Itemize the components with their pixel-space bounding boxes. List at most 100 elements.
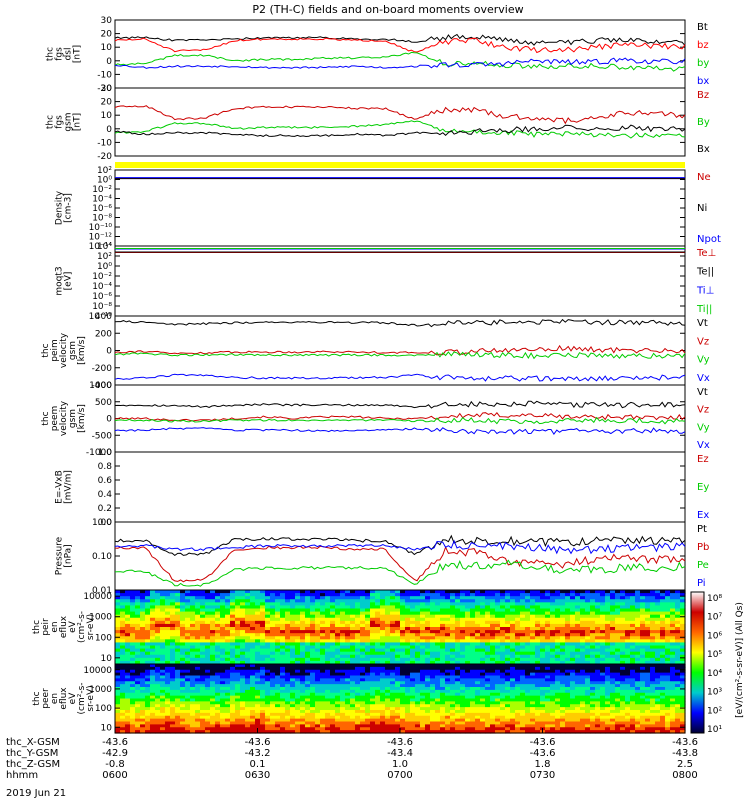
spectrogram-cell [305, 672, 311, 677]
spectrogram-cell [280, 617, 286, 622]
spectrogram-cell [365, 657, 371, 662]
spectrogram-cell [130, 599, 136, 603]
spectrogram-cell [375, 701, 381, 705]
spectrogram-cell [210, 718, 216, 723]
spectrogram-cell [165, 727, 171, 731]
spectrogram-cell [375, 710, 381, 714]
spectrogram-cell [240, 712, 246, 717]
spectrogram-cell [595, 590, 601, 594]
spectrogram-cell [405, 654, 411, 659]
spectrogram-cell [610, 617, 616, 622]
spectrogram-cell [390, 707, 396, 711]
spectrogram-cell [520, 687, 526, 691]
spectrogram-cell [350, 710, 356, 714]
spectrogram-cell [610, 654, 616, 659]
spectrogram-cell [460, 642, 466, 647]
spectrogram-cell [320, 627, 326, 631]
spectrogram-cell [265, 692, 271, 697]
spectrogram-cell [150, 645, 156, 650]
spectrogram-cell [340, 645, 346, 650]
spectrogram-cell [190, 627, 196, 631]
spectrogram-cell [115, 611, 121, 616]
y-tick-label: 10⁻⁴ [92, 282, 112, 292]
spectrogram-cell [140, 669, 146, 674]
spectrogram-cell [340, 599, 346, 603]
spectrogram-cell [380, 657, 386, 662]
spectrogram-cell [380, 630, 386, 634]
spectrogram-cell [510, 633, 516, 637]
spectrogram-cell [495, 648, 501, 653]
spectrogram-cell [650, 660, 656, 665]
spectrogram-cell [440, 684, 446, 688]
spectrogram-cell [460, 710, 466, 714]
spectrogram-cell [550, 654, 556, 659]
spectrogram-cell [505, 633, 511, 637]
spectrogram-cell [500, 623, 506, 628]
spectrogram-cell [525, 660, 531, 665]
spectrogram-cell [300, 611, 306, 616]
spectrogram-cell [290, 642, 296, 647]
spectrogram-cell [480, 681, 486, 685]
spectrogram-cell [195, 721, 201, 725]
spectrogram-cell [670, 636, 676, 640]
spectrogram-cell [385, 672, 391, 677]
spectrogram-cell [435, 721, 441, 725]
spectrogram-cell [160, 636, 166, 640]
spectrogram-cell [265, 608, 271, 613]
spectrogram-cell [275, 664, 281, 668]
spectrogram-cell [470, 689, 476, 694]
spectrogram-cell [345, 689, 351, 694]
spectrogram-cell [575, 657, 581, 662]
spectrogram-cell [235, 687, 241, 691]
spectrogram-cell [130, 718, 136, 723]
spectrogram-cell [490, 590, 496, 594]
spectrogram-cell [420, 639, 426, 644]
spectrogram-cell [435, 712, 441, 717]
spectrogram-cell [115, 715, 121, 720]
spectrogram-cell [160, 593, 166, 597]
spectrogram-cell [305, 715, 311, 720]
spectrogram-cell [130, 678, 136, 682]
spectrogram-cell [425, 623, 431, 628]
spectrogram-cell [210, 657, 216, 662]
spectrogram-cell [170, 681, 176, 685]
spectrogram-cell [175, 660, 181, 665]
spectrogram-cell [450, 611, 456, 616]
spectrogram-cell [505, 698, 511, 702]
spectrogram-cell [615, 651, 621, 656]
spectrogram-cell [370, 675, 376, 679]
spectrogram-cell [415, 642, 421, 647]
spectrogram-cell [315, 687, 321, 691]
spectrogram-cell [265, 602, 271, 607]
spectrogram-cell [610, 642, 616, 647]
spectrogram-cell [280, 710, 286, 714]
spectrogram-cell [670, 620, 676, 625]
spectrogram-cell [335, 639, 341, 644]
spectrogram-cell [260, 657, 266, 662]
spectrogram-cell [200, 599, 206, 603]
spectrogram-cell [510, 681, 516, 685]
spectrogram-cell [270, 681, 276, 685]
spectrogram-cell [295, 636, 301, 640]
spectrogram-cell [390, 675, 396, 679]
spectrogram-cell [335, 648, 341, 653]
spectrogram-cell [680, 623, 686, 628]
spectrogram-cell [160, 727, 166, 731]
spectrogram-cell [225, 684, 231, 688]
spectrogram-cell [450, 684, 456, 688]
spectrogram-cell [475, 695, 481, 700]
spectrogram-cell [335, 617, 341, 622]
spectrogram-cell [500, 678, 506, 682]
spectrogram-cell [660, 608, 666, 613]
spectrogram-cell [325, 707, 331, 711]
y-tick-label: 0.2 [98, 504, 112, 514]
spectrogram-cell [185, 712, 191, 717]
spectrogram-cell [515, 633, 521, 637]
spectrogram-cell [635, 590, 641, 594]
spectrogram-cell [230, 636, 236, 640]
spectrogram-cell [535, 648, 541, 653]
spectrogram-cell [415, 687, 421, 691]
spectrogram-cell [205, 672, 211, 677]
spectrogram-cell [220, 596, 226, 600]
y-axis-label: velocity [59, 332, 69, 368]
